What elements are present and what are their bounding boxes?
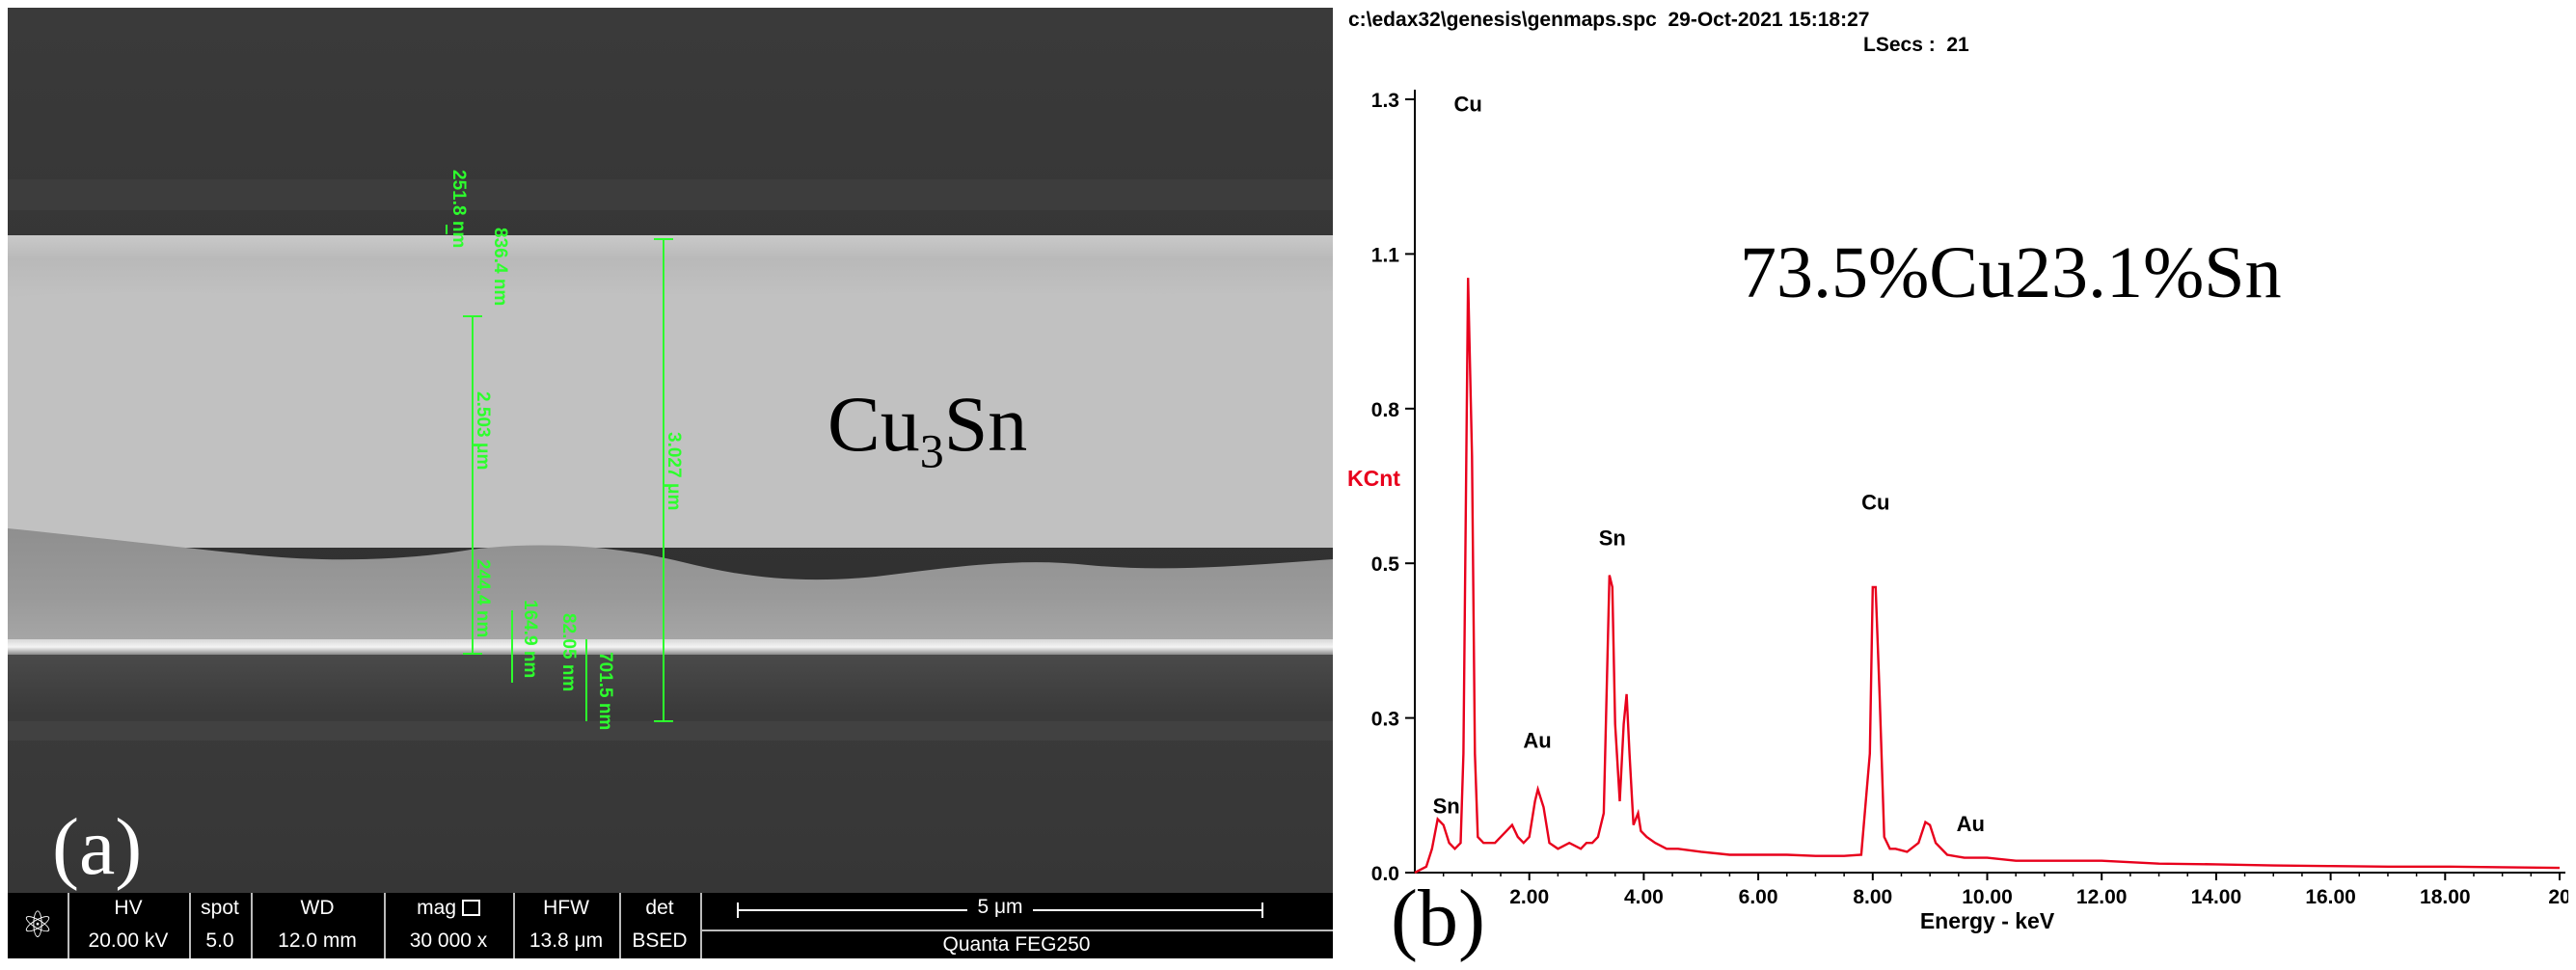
y-tick-label: 0.5: [1371, 553, 1400, 576]
peak-label: Cu: [1861, 491, 1889, 515]
databar-scale: 5 μm Quanta FEG250: [700, 893, 1333, 958]
measurement-label: 3.027 μm: [664, 432, 684, 511]
lsecs-header: LSecs : 21: [1863, 34, 1969, 57]
x-tick-label: 12.00: [2076, 886, 2128, 908]
databar-spot: spot 5.0: [189, 893, 253, 958]
peak-label: Au: [1523, 728, 1551, 752]
composition-annotation: 73.5%Cu23.1%Sn: [1740, 232, 2282, 313]
scale-bar-label: 5 μm: [967, 896, 1033, 918]
x-tick-label: 16.00: [2305, 886, 2356, 908]
measurement-label: 251.8 nm: [448, 170, 469, 249]
lsecs-value: 21: [1946, 34, 1969, 56]
y-tick-label: 1.1: [1371, 244, 1400, 266]
instrument-name: Quanta FEG250: [700, 930, 1333, 957]
lsecs-label: LSecs :: [1863, 34, 1936, 56]
bright-substrate-edge: [8, 639, 1333, 655]
date-time: 29-Oct-2021 15:18:27: [1668, 9, 1870, 31]
measurement-label: 164.9 nm: [520, 600, 540, 679]
axes: [1414, 90, 2565, 874]
peak-label: Sn: [1433, 794, 1460, 818]
bottom-grain-band: [8, 721, 1333, 741]
measurement-label: 244.4 nm: [473, 559, 493, 638]
sem-databar: ⚛ HV 20.00 kV spot 5.0 WD 12.0 mm mag 30 00…: [8, 893, 1333, 958]
sem-micrograph-panel: 251.8 nm 836.4 nm 2.503 μm 3.027 μm 244.…: [8, 8, 1333, 958]
panel-letter-b: (b): [1391, 874, 1485, 963]
cu3sn-main-layer: [8, 291, 1333, 548]
x-axis-label: Energy - keV: [1920, 908, 2055, 933]
y-tick-label: 0.3: [1371, 709, 1399, 731]
databar-hfw: HFW 13.8 μm: [513, 893, 621, 958]
x-tick-label: 8.00: [1853, 886, 1892, 908]
x-tick-label: 18.00: [2420, 886, 2471, 908]
databar-wd: WD 12.0 mm: [251, 893, 386, 958]
peak-labels: Sn Cu Au Sn Cu Au: [1433, 92, 1985, 835]
bottom-substrate-region: [8, 655, 1333, 893]
x-tick-label: 20: [2548, 886, 2568, 908]
measurement-label: 82.05 nm: [558, 613, 579, 692]
panel-letter-a: (a): [52, 802, 143, 892]
phase-label: Cu3Sn: [827, 380, 1028, 478]
measurement-label: 701.5 nm: [595, 652, 615, 731]
measurement-label: 2.503 μm: [473, 391, 493, 471]
peak-label: Au: [1957, 812, 1985, 836]
sem-cross-section-image: [8, 8, 1333, 893]
peak-label: Cu: [1454, 92, 1482, 116]
databar-hv: HV 20.00 kV: [68, 893, 191, 958]
measurement-rulers: [446, 225, 664, 721]
x-tick-label: 14.00: [2191, 886, 2242, 908]
x-tick-label: 10.00: [1962, 886, 2013, 908]
y-tick-label: 0.8: [1371, 399, 1400, 421]
x-tick-label: 2.00: [1509, 886, 1549, 908]
ruler-tick-marks: [463, 238, 673, 722]
peak-label: Sn: [1599, 526, 1626, 551]
tick-labels: 0.0 0.3 0.5 0.8 1.1 1.3 2.00 4.00 6.00 8.00 10.00 1…: [1371, 90, 2568, 908]
fei-atom-icon: ⚛: [8, 893, 69, 958]
interfacial-layer: [8, 528, 1333, 644]
spectrum-file-header: c:\edax32\genesis\genmaps.spc 29-Oct-202…: [1348, 9, 1869, 32]
eds-spectrum-chart: 0.0 0.3 0.5 0.8 1.1 1.3 2.00 4.00 6.00 8.00 10.00 1…: [1347, 90, 2568, 933]
file-path: c:\edax32\genesis\genmaps.spc: [1348, 9, 1657, 31]
eds-spectrum-panel: c:\edax32\genesis\genmaps.spc 29-Oct-202…: [1342, 8, 2568, 963]
databar-mag: mag 30 000 x: [384, 893, 515, 958]
databar-det: det BSED: [619, 893, 702, 958]
top-grain-band: [8, 179, 1333, 210]
measurement-label: 836.4 nm: [490, 228, 510, 307]
y-tick-label: 1.3: [1371, 90, 1399, 112]
square-icon: [461, 900, 480, 916]
x-tick-label: 6.00: [1739, 886, 1778, 908]
y-axis-label: KCnt: [1347, 466, 1400, 491]
y-tick-label: 0.0: [1371, 863, 1399, 885]
spectrum-series-line: [1414, 278, 2561, 875]
x-tick-label: 4.00: [1624, 886, 1664, 908]
